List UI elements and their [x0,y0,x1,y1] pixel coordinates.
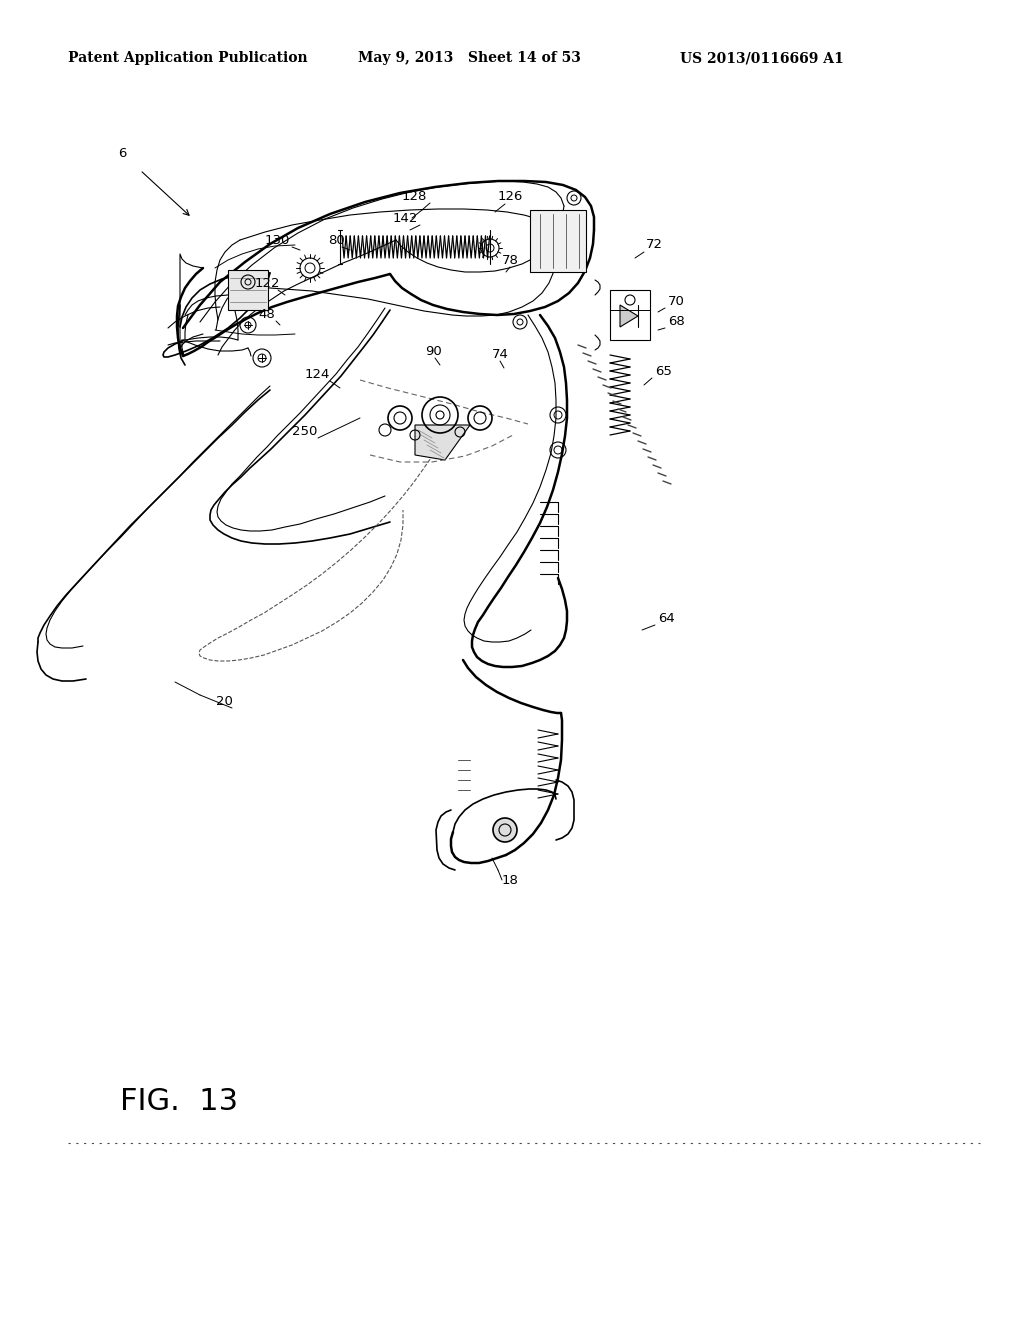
Text: 65: 65 [655,366,672,378]
Circle shape [493,818,517,842]
Polygon shape [530,210,586,272]
Text: 70: 70 [668,294,685,308]
Text: FIG.  13: FIG. 13 [120,1086,239,1115]
Text: 142: 142 [393,213,419,224]
Text: Patent Application Publication: Patent Application Publication [68,51,307,65]
Text: 130: 130 [265,234,291,247]
Polygon shape [620,305,638,327]
Text: 6: 6 [118,147,126,160]
Text: May 9, 2013   Sheet 14 of 53: May 9, 2013 Sheet 14 of 53 [358,51,581,65]
Text: 78: 78 [502,253,519,267]
Polygon shape [228,271,268,310]
Text: 64: 64 [658,612,675,624]
Text: 68: 68 [668,315,685,327]
Text: 90: 90 [425,345,441,358]
Text: 80: 80 [328,234,345,247]
Text: 18: 18 [502,874,519,887]
Text: US 2013/0116669 A1: US 2013/0116669 A1 [680,51,844,65]
Text: 124: 124 [305,368,331,381]
Text: 48: 48 [258,308,274,321]
Text: 72: 72 [646,238,663,251]
Text: 74: 74 [492,348,509,360]
Polygon shape [415,425,470,459]
Text: 122: 122 [255,277,281,290]
Text: 126: 126 [498,190,523,203]
Text: 250: 250 [292,425,317,438]
Text: 20: 20 [216,696,232,708]
Text: 128: 128 [402,190,427,203]
